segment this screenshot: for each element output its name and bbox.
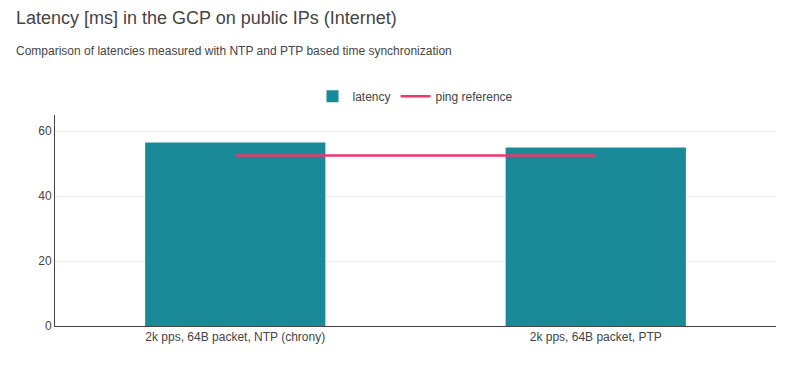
- svg-text:40: 40: [38, 189, 52, 203]
- svg-text:0: 0: [45, 319, 52, 333]
- svg-text:latency: latency: [353, 90, 391, 104]
- svg-text:60: 60: [38, 124, 52, 138]
- svg-text:ping reference: ping reference: [436, 90, 513, 104]
- svg-text:2k pps, 64B packet, PTP: 2k pps, 64B packet, PTP: [530, 330, 662, 344]
- svg-text:20: 20: [38, 254, 52, 268]
- svg-text:2k pps, 64B packet, NTP (chron: 2k pps, 64B packet, NTP (chrony): [145, 330, 325, 344]
- svg-text:Latency [ms] in the GCP on pub: Latency [ms] in the GCP on public IPs (I…: [16, 8, 397, 28]
- svg-text:Comparison of latencies measur: Comparison of latencies measured with NT…: [16, 44, 452, 58]
